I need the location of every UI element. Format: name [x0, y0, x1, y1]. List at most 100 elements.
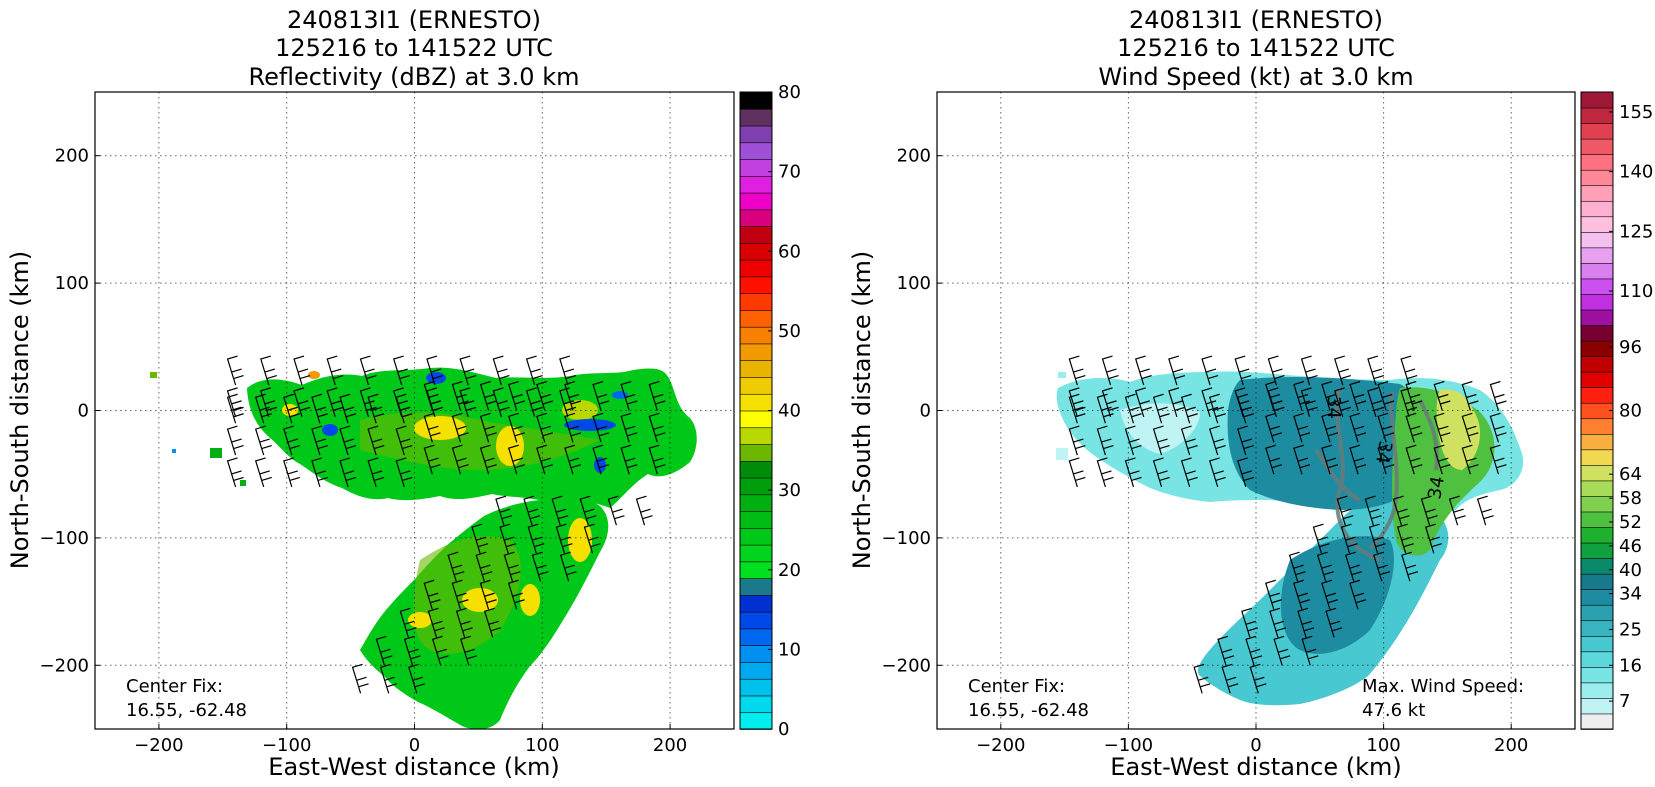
- reflectivity-wind-barb: [326, 355, 344, 386]
- wind-wind-barb: [1349, 444, 1367, 475]
- wind-wind-barb: [1096, 457, 1114, 488]
- max-wind-speed-value: 47.6 kt: [1362, 700, 1425, 721]
- wind-wind-barbs: [1068, 355, 1507, 694]
- wind-wind-barb: [1368, 523, 1386, 554]
- wind-colorbar-swatch: [1580, 293, 1614, 311]
- reflectivity-wind-barb: [379, 663, 397, 694]
- wind-x-tick-label: 100: [1366, 735, 1400, 756]
- wind-wind-barb: [1349, 579, 1367, 610]
- wind-wind-barb: [1433, 444, 1451, 475]
- wind-x-axis-label: East-West distance (km): [1110, 753, 1401, 781]
- wind-colorbar-swatch: [1580, 635, 1614, 653]
- wind-colorbar-swatch: [1580, 386, 1614, 404]
- wind-colorbar-swatch: [1580, 200, 1614, 218]
- wind-colorbar-swatch: [1580, 666, 1614, 684]
- wind-wind-barb: [1336, 495, 1354, 526]
- wind-wind-barb: [1377, 412, 1395, 443]
- reflectivity-grid: [95, 92, 734, 729]
- reflectivity-wind-barb: [311, 425, 329, 456]
- reflectivity-colorbar-tick-label: 40: [778, 401, 801, 422]
- wind-wind-barb: [1234, 387, 1252, 418]
- reflectivity-center-fix-label: Center Fix:: [126, 676, 223, 697]
- reflectivity-x-axis-label: East-West distance (km): [268, 753, 559, 781]
- reflectivity-wind-barb: [254, 457, 272, 488]
- reflectivity-colorbar: 0 10 20 30 40 50 60 70 80: [739, 82, 801, 740]
- reflectivity-wind-barb: [427, 607, 445, 638]
- reflectivity-wind-barb: [226, 355, 244, 386]
- wind-colorbar-swatch: [1580, 619, 1614, 637]
- wind-colorbar-swatch: [1580, 355, 1614, 373]
- reflectivity-wind-barb: [499, 523, 517, 554]
- wind-wind-barb: [1321, 444, 1339, 475]
- wind-34kt-contours: [1314, 387, 1439, 562]
- wind-y-tick-label: −100: [882, 528, 931, 549]
- wind-wind-barb: [1461, 444, 1479, 475]
- wind-colorbar-tick-label: 34: [1619, 584, 1642, 605]
- reflectivity-colorbar-swatch: [739, 510, 773, 529]
- reflectivity-wind-barb: [311, 457, 329, 488]
- reflectivity-wind-barb: [351, 663, 369, 694]
- reflectivity-wind-barb: [339, 457, 357, 488]
- wind-wind-barb: [1267, 355, 1285, 386]
- wind-colorbar-swatch: [1580, 247, 1614, 264]
- reflectivity-title-line-3: Reflectivity (dBZ) at 3.0 km: [249, 63, 580, 91]
- reflectivity-x-tick-label: −100: [262, 735, 311, 756]
- reflectivity-colorbar-swatch: [739, 410, 773, 429]
- reflectivity-wind-barb: [592, 444, 610, 475]
- wind-wind-barb: [1300, 387, 1318, 418]
- reflectivity-wind-barb: [507, 380, 525, 411]
- wind-colorbar-swatch: [1580, 107, 1614, 124]
- reflectivity-core-7: [520, 584, 540, 616]
- wind-wind-barb: [1269, 607, 1287, 638]
- wind-weak-area: [1120, 403, 1200, 454]
- reflectivity-wind-barb: [451, 579, 469, 610]
- reflectivity-wind-barb: [475, 551, 493, 582]
- reflectivity-wind-barb: [555, 523, 573, 554]
- wind-colorbar-tick-label: 155: [1619, 102, 1653, 123]
- wind-colorbar-swatch: [1580, 417, 1614, 435]
- wind-wind-barb: [1461, 380, 1479, 411]
- reflectivity-wind-barb: [403, 635, 421, 666]
- reflectivity-wind-barb: [375, 635, 393, 666]
- wind-y-tick-label: −200: [882, 655, 931, 676]
- wind-wind-barb: [1068, 387, 1086, 418]
- reflectivity-wind-barb: [620, 444, 638, 475]
- reflectivity-wind-barb: [395, 425, 413, 456]
- reflectivity-colorbar-swatch: [739, 494, 773, 512]
- reflectivity-colorbar-swatch: [739, 209, 773, 227]
- wind-wind-barb: [1193, 663, 1211, 694]
- wind-wind-barb: [1321, 579, 1339, 610]
- wind-wind-barb: [1293, 412, 1311, 443]
- wind-colorbar-tick-label: 40: [1619, 560, 1642, 581]
- reflectivity-panel: 240813I1 (ERNESTO) 125216 to 141522 UTC …: [6, 6, 801, 781]
- reflectivity-wind-barb: [293, 387, 311, 418]
- reflectivity-wind-barb: [339, 393, 357, 424]
- reflectivity-colorbar-tick-label: 70: [778, 162, 801, 183]
- reflectivity-wind-barb: [564, 444, 582, 475]
- wind-wind-barb: [1245, 635, 1263, 666]
- wind-wind-barb: [1068, 425, 1086, 456]
- wind-colorbar-swatch: [1580, 371, 1614, 388]
- wind-colorbar-swatch: [1580, 309, 1614, 326]
- reflectivity-wind-barb: [536, 412, 554, 443]
- wind-title-line-3: Wind Speed (kt) at 3.0 km: [1098, 63, 1413, 91]
- wind-colorbar: 7 16 25 34 40 46 52 58 64 80 96 110 125 140 155: [1580, 91, 1653, 730]
- wind-wind-barb: [1405, 444, 1423, 475]
- wind-x-tick-label: −100: [1104, 735, 1153, 756]
- reflectivity-colorbar-swatch: [739, 611, 773, 630]
- reflectivity-wind-barb: [451, 444, 469, 475]
- reflectivity-wind-barb: [479, 579, 497, 610]
- wind-colorbar-swatch: [1580, 278, 1614, 295]
- wind-colorbar-swatch: [1580, 511, 1614, 528]
- reflectivity-speck-2: [210, 448, 222, 458]
- wind-wind-barb: [1344, 551, 1362, 582]
- reflectivity-weak-echo-1: [564, 419, 616, 431]
- wind-wind-barb: [1201, 387, 1219, 418]
- reflectivity-wind-barb: [283, 425, 300, 456]
- reflectivity-colorbar-swatch: [739, 175, 773, 194]
- wind-colorbar-swatch: [1580, 215, 1614, 233]
- wind-center-fix-label: Center Fix:: [968, 676, 1065, 697]
- reflectivity-colorbar-tick-label: 60: [778, 241, 801, 262]
- wind-plot-area: 34 34 34: [1056, 355, 1524, 706]
- reflectivity-colorbar-swatch: [739, 678, 773, 697]
